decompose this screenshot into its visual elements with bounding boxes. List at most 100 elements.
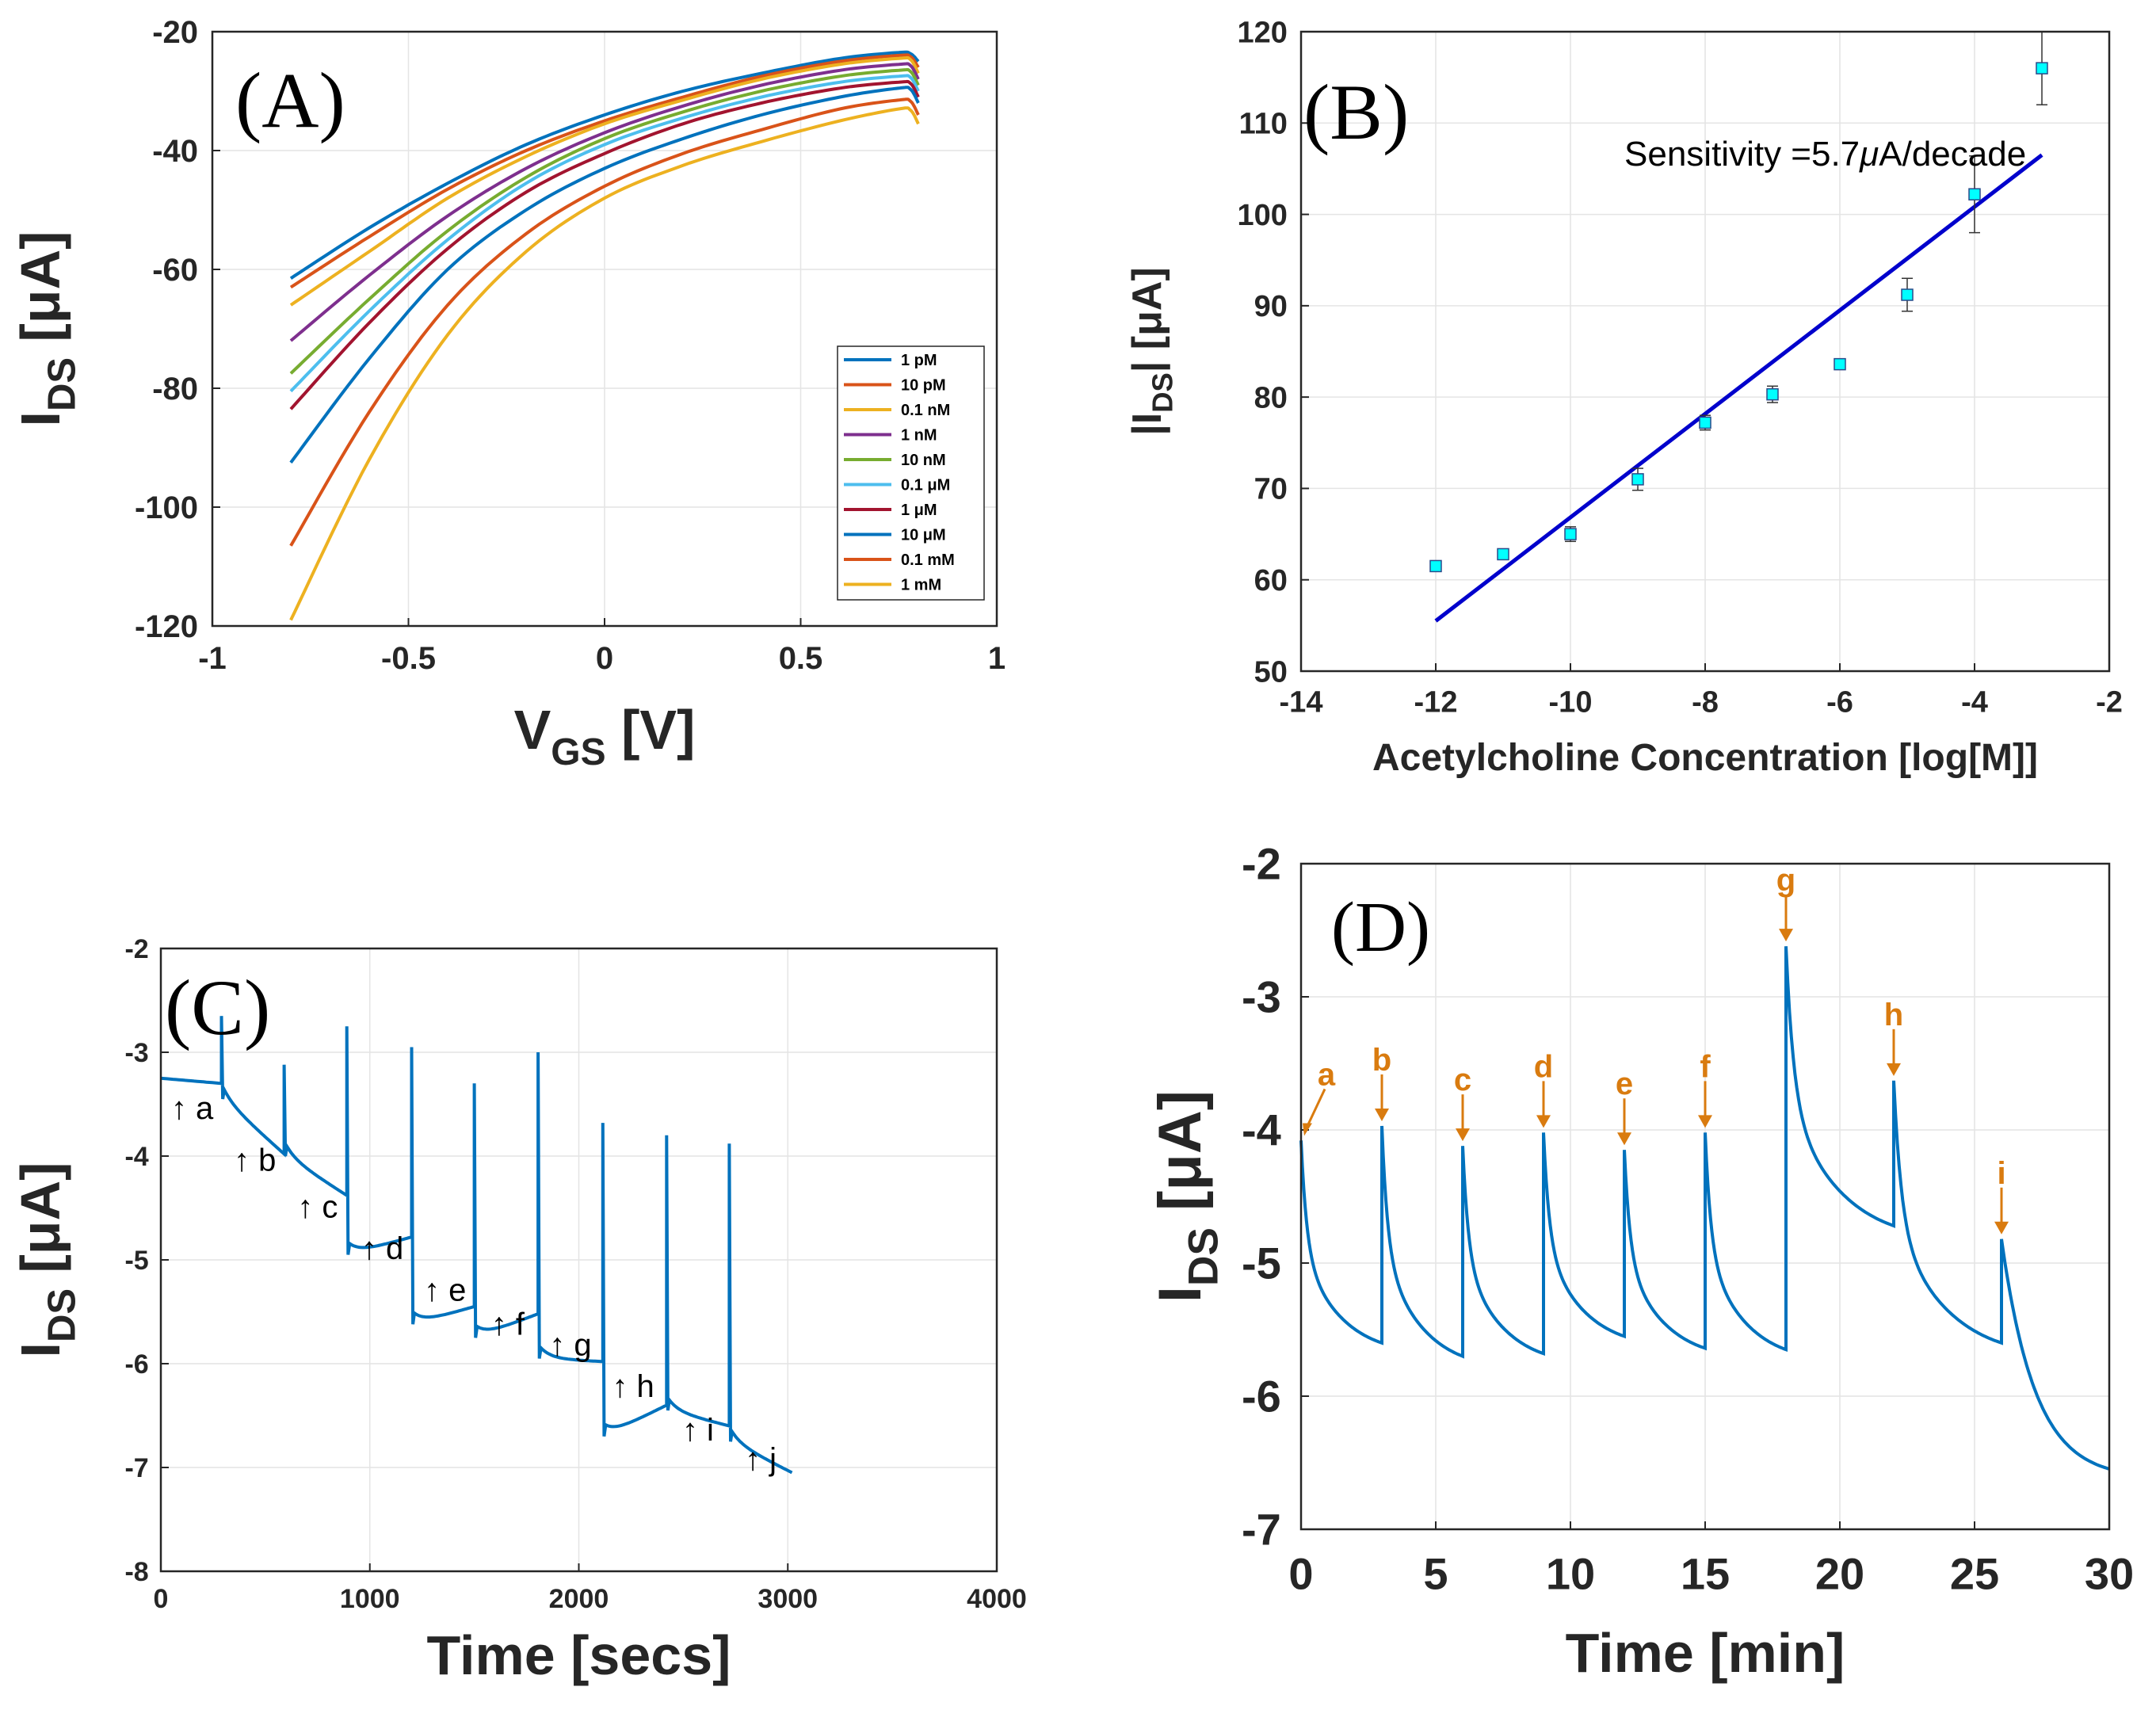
panel-label-D: (D) xyxy=(1331,888,1430,967)
y-tick-label-C: -3 xyxy=(124,1038,148,1068)
x-tick-label-B: -6 xyxy=(1826,685,1853,719)
event-label-D-a: a xyxy=(1318,1057,1336,1092)
y-axis-label-D: IDS [μA] xyxy=(1147,1090,1227,1303)
event-arrowhead-D-a xyxy=(1303,1123,1312,1136)
legend-label-A-4: 10 nM xyxy=(901,452,946,469)
x-tick-label-A: 0 xyxy=(596,641,613,676)
y-tick-label-B: 60 xyxy=(1254,564,1288,597)
data-point-B-8 xyxy=(1968,188,1981,200)
y-tick-label-A: -100 xyxy=(135,490,198,525)
legend-label-A-8: 0.1 mM xyxy=(901,551,955,569)
legend-label-A-9: 1 mM xyxy=(901,577,941,594)
event-arrowhead-D-d xyxy=(1536,1115,1551,1128)
y-tick-label-D: -2 xyxy=(1242,839,1281,889)
y-tick-label-B: 100 xyxy=(1237,199,1287,232)
x-tick-label-D: 30 xyxy=(2085,1549,2134,1599)
series-line-A-7 xyxy=(289,86,920,464)
legend-label-A-1: 10 pM xyxy=(901,377,946,395)
current-trace-C xyxy=(160,1016,793,1475)
event-marker-C-f: ↑ f xyxy=(491,1307,525,1342)
series-line-A-3 xyxy=(289,62,920,342)
event-label-D-c: c xyxy=(1454,1063,1471,1097)
event-marker-C-e: ↑ e xyxy=(424,1273,466,1307)
event-label-D-b: b xyxy=(1372,1043,1391,1078)
y-tick-label-B: 70 xyxy=(1254,473,1288,506)
x-tick-label-C: 1000 xyxy=(340,1584,400,1614)
y-tick-label-D: -3 xyxy=(1242,972,1281,1022)
event-label-D-f: f xyxy=(1700,1049,1711,1084)
y-tick-label-D: -7 xyxy=(1242,1505,1281,1555)
x-tick-label-D: 10 xyxy=(1546,1549,1595,1599)
event-marker-C-h: ↑ h xyxy=(612,1369,654,1404)
y-tick-label-D: -6 xyxy=(1242,1372,1281,1422)
y-tick-label-C: -2 xyxy=(124,934,148,964)
event-marker-C-a: ↑ a xyxy=(171,1091,214,1126)
y-axis-label-B: |IDS| [μA] xyxy=(1124,267,1179,436)
event-label-D-h: h xyxy=(1884,998,1903,1032)
event-arrowhead-D-f xyxy=(1698,1115,1712,1128)
data-point-B-1 xyxy=(1497,548,1509,561)
y-tick-label-B: 80 xyxy=(1254,381,1288,414)
panel-label-A: (A) xyxy=(235,56,345,144)
x-tick-label-D: 5 xyxy=(1423,1549,1448,1599)
data-point-B-4 xyxy=(1699,416,1711,429)
x-tick-label-D: 25 xyxy=(1950,1549,1999,1599)
legend-label-A-3: 1 nM xyxy=(901,427,937,445)
x-tick-label-C: 4000 xyxy=(967,1584,1027,1614)
y-tick-label-C: -5 xyxy=(124,1246,148,1276)
series-line-A-9 xyxy=(289,106,920,621)
event-label-D-g: g xyxy=(1776,863,1795,898)
x-tick-label-A: 1 xyxy=(988,641,1005,676)
legend-box-A xyxy=(837,345,985,601)
y-tick-label-B: 90 xyxy=(1254,290,1288,323)
event-arrow-D-a xyxy=(1304,1088,1326,1131)
legend-label-A-6: 1 μM xyxy=(901,502,937,519)
event-arrowhead-D-e xyxy=(1617,1132,1631,1146)
x-tick-label-A: -0.5 xyxy=(381,641,436,676)
data-point-B-7 xyxy=(1901,288,1914,301)
legend-label-A-2: 0.1 nM xyxy=(901,402,950,419)
event-arrowhead-D-g xyxy=(1779,929,1793,942)
x-tick-label-B: -2 xyxy=(2096,685,2123,719)
y-tick-label-A: -60 xyxy=(152,253,198,288)
x-axis-label-B: Acetylcholine Concentration [log[M]] xyxy=(1372,737,2038,779)
y-axis-label-A: IDS [μA] xyxy=(10,231,84,427)
y-tick-label-A: -20 xyxy=(152,15,198,50)
x-tick-label-B: -4 xyxy=(1961,685,1988,719)
y-tick-label-C: -8 xyxy=(124,1557,148,1587)
data-point-B-6 xyxy=(1834,357,1846,371)
event-arrowhead-D-c xyxy=(1456,1128,1470,1142)
x-tick-label-B: -10 xyxy=(1549,685,1593,719)
y-tick-label-A: -120 xyxy=(135,609,198,644)
x-axis-label-A: VGS [V] xyxy=(514,699,696,773)
data-point-B-3 xyxy=(1631,473,1644,486)
panel-label-C: (C) xyxy=(165,964,270,1051)
x-tick-label-C: 3000 xyxy=(757,1584,818,1614)
x-tick-label-D: 15 xyxy=(1681,1549,1730,1599)
panel-B: -14 -12 -10 -8 -6 -4 -2 50 60 70 80 90 100 110 120 Sens… xyxy=(1124,16,2123,779)
x-tick-label-B: -8 xyxy=(1692,685,1719,719)
y-tick-label-C: -7 xyxy=(124,1453,148,1483)
event-marker-C-i: ↑ i xyxy=(682,1413,714,1448)
y-tick-label-A: -40 xyxy=(152,134,198,169)
event-arrowhead-D-b xyxy=(1375,1108,1389,1121)
legend-label-A-5: 0.1 μM xyxy=(901,477,950,494)
event-label-D-e: e xyxy=(1616,1067,1633,1101)
event-marker-C-d: ↑ d xyxy=(361,1231,403,1266)
series-line-A-5 xyxy=(289,74,920,393)
event-marker-C-b: ↑ b xyxy=(234,1143,276,1178)
series-line-A-2 xyxy=(289,55,920,307)
series-line-A-6 xyxy=(289,79,920,410)
legend-label-A-7: 10 μM xyxy=(901,527,946,544)
x-tick-label-B: -14 xyxy=(1280,685,1323,719)
data-point-B-2 xyxy=(1564,528,1577,540)
x-tick-label-A: 0.5 xyxy=(779,641,823,676)
panel-D: 0 5 10 15 20 25 30 -7 -6 -5 -4 -3 -2 a b c d e f g h i (D) Time… xyxy=(1147,839,2134,1684)
event-marker-C-j: ↑ j xyxy=(745,1442,777,1477)
fit-line-B xyxy=(1434,153,2043,623)
data-point-B-5 xyxy=(1766,387,1779,401)
event-arrowhead-D-i xyxy=(1994,1221,2009,1235)
event-marker-C-c: ↑ c xyxy=(297,1190,338,1225)
event-label-D-i: i xyxy=(1997,1156,2005,1191)
